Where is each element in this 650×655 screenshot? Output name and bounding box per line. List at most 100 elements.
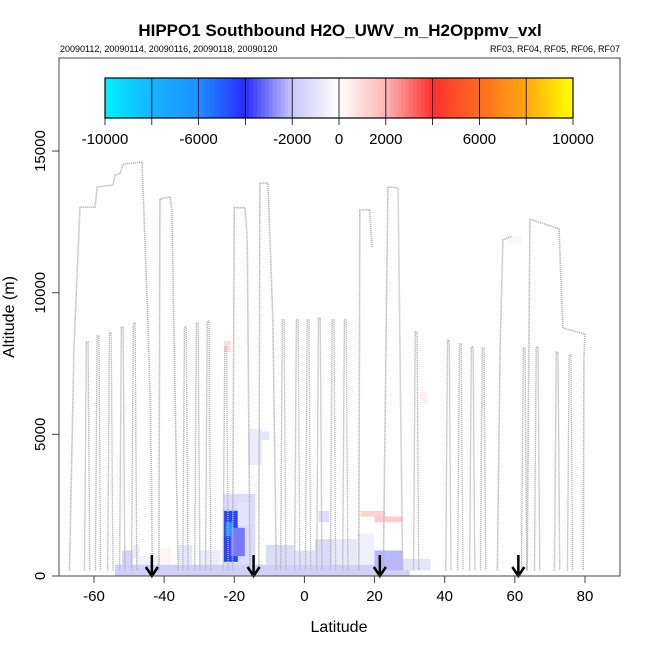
colorbar-tick-label: 0 bbox=[335, 131, 343, 148]
colorbar-swatch bbox=[565, 78, 570, 118]
vertical-profile bbox=[106, 331, 114, 571]
vertical-profile bbox=[329, 319, 337, 571]
colorbar-swatch bbox=[167, 78, 172, 118]
heatmap-cell bbox=[136, 564, 410, 576]
colorbar-swatch bbox=[502, 78, 508, 118]
colorbar-swatch bbox=[155, 78, 161, 118]
colorbar-swatch bbox=[498, 78, 504, 118]
vertical-profile bbox=[293, 319, 301, 571]
heatmap-cell bbox=[178, 544, 193, 565]
colorbar-swatch bbox=[206, 78, 211, 118]
x-tick-label: 0 bbox=[300, 588, 308, 605]
heatmap-cell bbox=[160, 547, 172, 565]
colorbar-swatch bbox=[479, 78, 484, 118]
colorbar-swatch bbox=[471, 78, 476, 118]
colorbar-swatch bbox=[393, 78, 398, 118]
colorbar-swatch bbox=[448, 78, 453, 118]
subtitle-flights: RF03, RF04, RF05, RF06, RF07 bbox=[490, 44, 620, 54]
colorbar-tick-label: -2000 bbox=[273, 131, 311, 148]
colorbar-tick-label: -10000 bbox=[82, 131, 129, 148]
colorbar-swatch bbox=[569, 78, 574, 118]
vertical-profile bbox=[468, 346, 476, 571]
x-axis-label: Latitude bbox=[311, 619, 368, 636]
vertical-profile bbox=[445, 339, 452, 571]
colorbar-swatch bbox=[366, 78, 371, 118]
colorbar-swatch bbox=[198, 78, 203, 118]
colorbar-swatch bbox=[163, 78, 168, 118]
heatmap-cell bbox=[420, 391, 428, 404]
colorbar-swatch bbox=[296, 78, 301, 118]
flight-track-leg bbox=[231, 206, 251, 571]
colorbar-swatch bbox=[253, 78, 258, 118]
colorbar-swatch bbox=[428, 78, 434, 118]
vertical-profile bbox=[204, 320, 212, 571]
colorbar-swatch bbox=[151, 78, 157, 118]
colorbar-swatch bbox=[264, 78, 270, 118]
colorbar-swatch bbox=[463, 78, 469, 118]
colorbar-swatch bbox=[514, 78, 519, 118]
colorbar-swatch bbox=[218, 78, 223, 118]
colorbar-swatch bbox=[268, 78, 274, 118]
colorbar-swatch bbox=[105, 78, 110, 118]
colorbar-swatch bbox=[545, 78, 551, 118]
heatmap-cell bbox=[374, 550, 403, 571]
colorbar-swatch bbox=[241, 78, 246, 118]
colorbar-swatch bbox=[319, 78, 324, 118]
colorbar-swatch bbox=[120, 78, 125, 118]
colorbar-swatch bbox=[249, 78, 254, 118]
colorbar-swatch bbox=[475, 78, 480, 118]
colorbar-swatch bbox=[374, 78, 379, 118]
vertical-profile bbox=[182, 326, 189, 571]
colorbar-swatch bbox=[452, 78, 457, 118]
colorbar-swatch bbox=[183, 78, 188, 118]
colorbar-swatch bbox=[331, 78, 336, 118]
colorbar-swatch bbox=[335, 78, 340, 118]
vertical-profile bbox=[304, 319, 312, 571]
colorbar-swatch bbox=[116, 78, 122, 118]
colorbar-swatch bbox=[112, 78, 118, 118]
vertical-profile bbox=[412, 331, 420, 571]
heatmap-cell bbox=[258, 431, 270, 441]
colorbar-swatch bbox=[311, 78, 317, 118]
heatmap-cell bbox=[507, 236, 522, 245]
colorbar-swatch bbox=[108, 78, 114, 118]
colorbar-swatch bbox=[487, 78, 492, 118]
subtitle-dates: 20090112, 20090114, 20090116, 20090118, … bbox=[60, 44, 278, 54]
x-tick-label: 20 bbox=[366, 588, 383, 605]
colorbar-swatch bbox=[467, 78, 473, 118]
colorbar-swatch bbox=[553, 78, 558, 118]
colorbar-swatch bbox=[518, 78, 523, 118]
x-tick-label: 40 bbox=[436, 588, 453, 605]
vertical-profile bbox=[479, 347, 487, 571]
vertical-profile bbox=[193, 322, 201, 571]
colorbar-swatch bbox=[171, 78, 176, 118]
colorbar-swatch bbox=[440, 78, 445, 118]
colorbar-swatch bbox=[534, 78, 539, 118]
colorbar-swatch bbox=[561, 78, 566, 118]
colorbar-swatch bbox=[436, 78, 441, 118]
colorbar-swatch bbox=[495, 78, 500, 118]
colorbar-swatch bbox=[225, 78, 231, 118]
colorbar-swatch bbox=[491, 78, 496, 118]
colorbar-tick-label: 2000 bbox=[369, 131, 402, 148]
colorbar-swatch bbox=[202, 78, 207, 118]
colorbar-swatch bbox=[362, 78, 367, 118]
colorbar-swatch bbox=[381, 78, 387, 118]
flight-track-leg bbox=[68, 161, 154, 571]
colorbar-swatch bbox=[405, 78, 410, 118]
colorbar-swatch bbox=[378, 78, 383, 118]
colorbar-swatch bbox=[557, 78, 562, 118]
vertical-profile bbox=[520, 347, 528, 571]
colorbar-swatch bbox=[292, 78, 297, 118]
colorbar-swatch bbox=[284, 78, 289, 118]
colorbar-swatch bbox=[124, 78, 129, 118]
colorbar-swatch bbox=[179, 78, 184, 118]
flight-track-leg bbox=[357, 209, 373, 571]
colorbar-swatch bbox=[522, 78, 527, 118]
colorbar-swatch bbox=[233, 78, 239, 118]
heatmap-cell bbox=[332, 539, 358, 565]
colorbar-swatch bbox=[339, 78, 344, 118]
colorbar: -10000 -6000 -2000 0 2000 6000 10000 bbox=[82, 77, 594, 148]
colorbar-tick-label: -6000 bbox=[179, 131, 217, 148]
